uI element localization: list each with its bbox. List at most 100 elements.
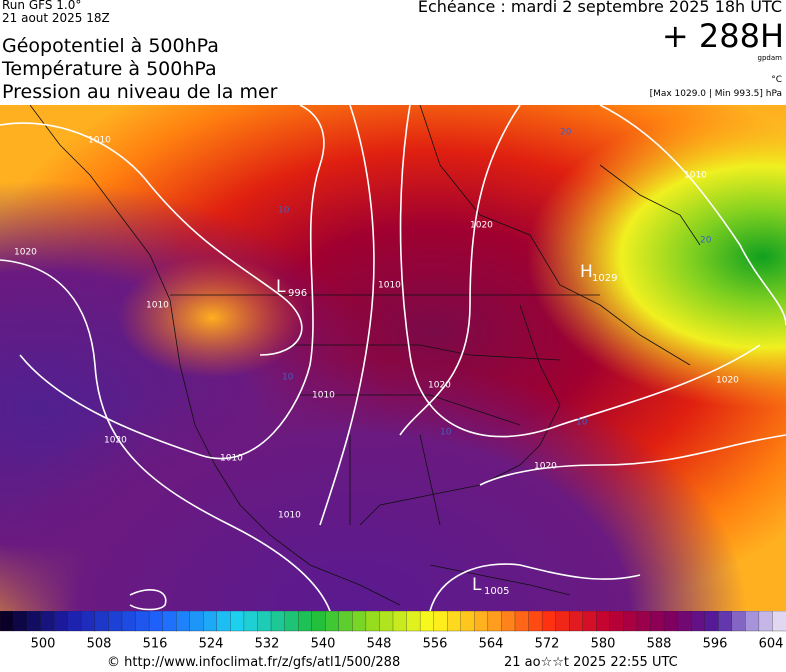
scale-swatch (108, 611, 123, 632)
scale-swatch (636, 611, 652, 632)
scale-swatch (528, 611, 543, 632)
temperature-label: 10 (282, 373, 294, 383)
isobar-label: 1010 (220, 454, 243, 464)
scale-swatch (514, 611, 530, 632)
scale-label: 604 (759, 637, 784, 652)
scale-swatch (135, 611, 150, 632)
run-label: Run GFS 1.0° (2, 0, 82, 12)
scale-swatch (501, 611, 516, 632)
scale-swatch (623, 611, 638, 632)
color-scale: 500 508 516 524 532 540 548 556 564 572 580 588 596 6… (0, 611, 786, 652)
scale-swatch (758, 611, 774, 632)
scale-swatch (325, 611, 340, 632)
scale-label: 548 (367, 637, 392, 652)
pressure-center-value: 1005 (484, 586, 509, 597)
scale-label: 572 (535, 637, 560, 652)
run-date: 21 aout 2025 18Z (2, 11, 110, 25)
scale-swatch (460, 611, 475, 632)
scale-swatch (365, 611, 381, 632)
scale-swatch (704, 611, 719, 632)
isobar-label: 1010 (278, 511, 301, 521)
pressure-center-value: 996 (288, 288, 307, 299)
scale-swatch (569, 611, 584, 632)
scale-swatch (474, 611, 489, 632)
scale-swatch (148, 611, 164, 632)
scale-label: 580 (591, 637, 616, 652)
isobar-label: 1020 (534, 462, 557, 472)
title: Pression au niveau de la mer (2, 81, 278, 103)
scale-swatch (338, 611, 353, 632)
scale-swatch (541, 611, 557, 632)
temperature-label: 20 (560, 128, 572, 138)
scale-label: 556 (423, 637, 448, 652)
scale-label: 588 (647, 637, 672, 652)
isobar-label: 1010 (378, 281, 401, 291)
scale-swatch (121, 611, 137, 632)
scale-swatch (203, 611, 218, 632)
scale-swatch (392, 611, 408, 632)
scale-swatch (419, 611, 435, 632)
scale-swatch (81, 611, 96, 632)
scale-swatch (189, 611, 204, 632)
scale-swatch (447, 611, 462, 632)
pressure-range: [Max 1029.0 | Min 993.5] hPa (649, 89, 782, 99)
pressure-center-symbol: L (472, 575, 482, 595)
scale-swatch (230, 611, 245, 632)
isobar-label: 1010 (312, 391, 335, 401)
scale-swatch (352, 611, 367, 632)
temperature-label: 20 (700, 236, 712, 246)
scale-swatch (94, 611, 110, 632)
footer-source: © http://www.infoclimat.fr/z/gfs/atl1/50… (107, 655, 401, 670)
scale-label: 540 (311, 637, 336, 652)
scale-label: 532 (255, 637, 280, 652)
scale-swatch (650, 611, 665, 632)
scale-swatch (731, 611, 746, 632)
scale-swatch (243, 611, 259, 632)
title: Géopotentiel à 500hPa (2, 35, 219, 57)
temperature-label: 10 (278, 206, 290, 216)
scale-swatch (26, 611, 42, 632)
scale-swatch (311, 611, 326, 632)
isobar-label: 1020 (428, 381, 451, 391)
scale-label: 596 (703, 637, 728, 652)
coastlines (29, 105, 701, 606)
unit-geo: gpdam (757, 54, 782, 62)
scale-swatch (176, 611, 191, 632)
scale-swatch (40, 611, 55, 632)
scale-swatch (257, 611, 272, 632)
scale-swatch (284, 611, 299, 632)
scale-swatch (433, 611, 448, 632)
scale-label: 524 (199, 637, 224, 652)
temperature-label: 10 (440, 428, 452, 438)
scale-swatch (745, 611, 760, 632)
forecast-time: Echéance : mardi 2 septembre 2025 18h UT… (417, 0, 782, 16)
pressure-center-value: 1029 (592, 273, 617, 284)
scale-swatch (54, 611, 69, 632)
temperature-field (0, 105, 786, 611)
isobar-label: 1020 (470, 221, 493, 231)
isobar-label: 1010 (684, 171, 707, 181)
isobar-label: 1020 (716, 376, 739, 386)
temperature-label: 10 (576, 418, 588, 428)
scale-swatch (582, 611, 597, 632)
title: Température à 500hPa (2, 58, 217, 80)
scale-swatch (406, 611, 421, 632)
isobar-label: 1020 (14, 248, 37, 258)
pressure-center-symbol: H (580, 262, 593, 282)
isobars (0, 105, 786, 611)
pressure-center-symbol: L (276, 277, 286, 297)
scale-label: 508 (87, 637, 112, 652)
scale-swatch (772, 611, 786, 632)
scale-swatch (13, 611, 28, 632)
forecast-step: + 288H (661, 17, 784, 55)
scale-swatch (609, 611, 625, 632)
isobar-label: 1010 (146, 301, 169, 311)
footer-generated: 21 ao☆☆t 2025 22:55 UTC (504, 655, 678, 670)
scale-swatch (690, 611, 706, 632)
scale-swatch (596, 611, 611, 632)
scale-swatch (297, 611, 313, 632)
scale-swatch (663, 611, 679, 632)
scale-swatch (379, 611, 394, 632)
